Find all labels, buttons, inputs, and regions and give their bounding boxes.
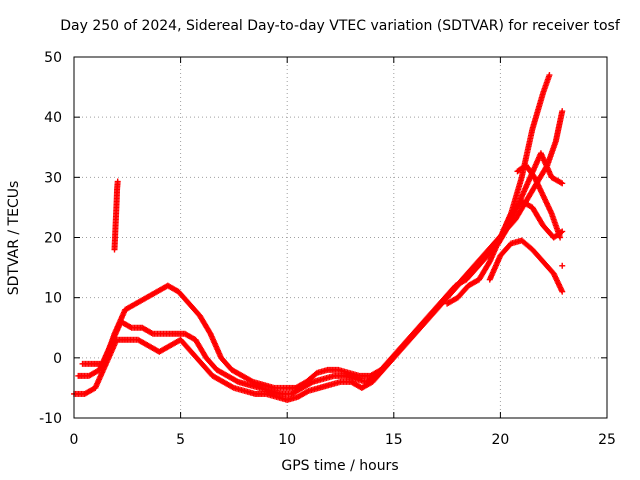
y-tick-label: 0 <box>53 351 62 367</box>
series-track-d <box>444 198 566 307</box>
grid-layer <box>74 57 607 418</box>
y-tick-label: -10 <box>39 411 62 427</box>
data-point <box>546 72 553 79</box>
y-tick-label: 30 <box>44 170 62 186</box>
tick-layer: 0 5 10 15 20 25 -10 0 10 20 30 40 50 <box>39 50 616 448</box>
x-axis-label: GPS time / hours <box>281 458 398 474</box>
series-track-f <box>514 162 564 241</box>
x-tick-label: 10 <box>278 432 296 448</box>
data-point <box>559 262 566 269</box>
series-outlier <box>559 262 566 269</box>
x-tick-label: 25 <box>598 432 616 448</box>
chart-title: Day 250 of 2024, Sidereal Day-to-day VTE… <box>60 18 621 34</box>
series-track-e <box>486 237 566 295</box>
y-axis-label: SDTVAR / TECUs <box>6 181 22 296</box>
data-point <box>557 234 564 241</box>
x-tick-label: 0 <box>70 432 79 448</box>
data-point <box>559 288 566 295</box>
y-tick-label: 20 <box>44 231 62 247</box>
y-tick-label: 40 <box>44 110 62 126</box>
y-tick-label: 50 <box>44 50 62 66</box>
x-tick-label: 20 <box>491 432 509 448</box>
data-point <box>559 108 566 115</box>
point-layer <box>71 72 566 403</box>
x-tick-label: 15 <box>385 432 403 448</box>
series-track-a <box>71 72 553 403</box>
data-point <box>559 180 566 187</box>
data-point <box>114 178 121 185</box>
x-tick-label: 5 <box>176 432 185 448</box>
plot-frame <box>73 56 608 419</box>
series-spike <box>111 178 121 253</box>
y-tick-label: 10 <box>44 291 62 307</box>
